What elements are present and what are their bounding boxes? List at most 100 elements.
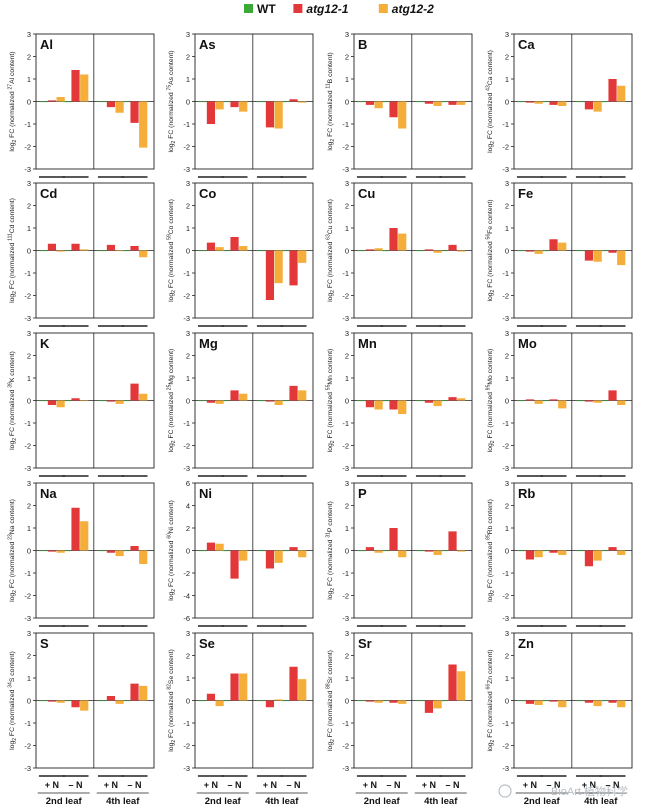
bar-atg12-1-2: [265, 550, 275, 569]
bar-wt-3: [280, 101, 289, 103]
bar-atg12-1-3: [608, 390, 617, 401]
y-tick-label: -2: [183, 292, 190, 301]
y-tick-label: -1: [502, 719, 509, 728]
panel-title: Ni: [199, 486, 212, 501]
y-tick-label: 0: [27, 697, 31, 706]
y-tick-label: 2: [505, 202, 509, 211]
bar-atg12-1-2: [584, 101, 594, 110]
bar-atg12-1-2: [584, 700, 594, 703]
bar-atg12-1-3: [130, 101, 139, 123]
bar-wt-1: [380, 101, 389, 103]
bar-atg12-1-3: [608, 547, 617, 551]
bar-atg12-1-0: [47, 550, 57, 552]
y-tick-label: -2: [342, 442, 349, 451]
bar-atg12-1-0: [47, 100, 57, 102]
bar-atg12-2-2: [593, 250, 602, 262]
bar-atg12-2-0: [215, 400, 224, 404]
bar-atg12-2-0: [374, 550, 383, 553]
y-tick-label: 3: [505, 30, 509, 39]
y-tick-label: -1: [502, 269, 509, 278]
bar-atg12-1-1: [71, 507, 80, 551]
bar-wt-2: [416, 250, 425, 252]
bar-atg12-2-3: [298, 390, 307, 401]
y-tick-label: 0: [505, 547, 509, 556]
bar-wt-1: [380, 400, 389, 402]
y-tick-label: 2: [505, 652, 509, 661]
bar-atg12-1-2: [265, 101, 275, 128]
bar-wt-0: [517, 250, 526, 252]
legend-swatch-1: [293, 4, 303, 13]
bar-atg12-2-1: [558, 700, 567, 708]
bottom-labels-col-1: + N – N + N – N 2nd leaf 4th leaf: [196, 780, 308, 807]
bar-atg12-2-0: [56, 97, 65, 102]
bar-atg12-2-1: [80, 249, 89, 251]
leaf-label: 4th leaf: [584, 796, 618, 807]
y-tick-label: -2: [24, 292, 31, 301]
bar-atg12-2-1: [239, 393, 248, 401]
bar-wt-1: [380, 700, 389, 702]
bar-atg12-1-2: [106, 244, 116, 251]
y-tick-label: 1: [186, 224, 190, 233]
bar-wt-2: [576, 550, 585, 552]
bar-atg12-1-2: [424, 700, 434, 713]
y-tick-label: -2: [342, 742, 349, 751]
panel-fe: -3 -2 -1 0 1 2 3 Fe log2 FC (normalized 56Fe con…: [486, 179, 633, 327]
y-tick-label: -2: [183, 143, 190, 152]
bar-atg12-1-0: [206, 242, 216, 251]
bar-atg12-2-0: [215, 700, 224, 707]
bar-atg12-2-1: [239, 101, 248, 112]
y-tick-label: -3: [342, 314, 349, 323]
bar-atg12-1-0: [365, 547, 375, 551]
y-tick-label: -1: [502, 419, 509, 428]
treatment-label: – N: [547, 780, 561, 790]
bar-atg12-1-1: [71, 243, 80, 251]
treatment-label: – N: [287, 780, 301, 790]
panel-se: -3 -2 -1 0 1 2 3 Se log2 FC (normalized 82Se con…: [167, 629, 314, 777]
bar-wt-2: [98, 250, 107, 252]
leaf-label: 2nd leaf: [524, 796, 561, 807]
y-tick-label: -2: [502, 742, 509, 751]
y-tick-label: -3: [24, 614, 31, 623]
y-axis-label: log2 FC (normalized 85Rb content): [486, 499, 497, 602]
y-tick-label: 1: [186, 75, 190, 84]
y-tick-label: 1: [345, 374, 349, 383]
bar-wt-1: [221, 550, 230, 552]
bar-atg12-1-2: [424, 400, 434, 403]
y-axis-label: log2 FC (normalized 27Al content): [8, 51, 19, 151]
bar-atg12-2-2: [433, 550, 442, 555]
bar-atg12-2-3: [139, 393, 148, 401]
bar-atg12-2-1: [80, 400, 89, 402]
bar-atg12-2-0: [215, 543, 224, 551]
bar-wt-2: [576, 101, 585, 103]
bar-atg12-1-0: [206, 542, 216, 551]
bar-wt-3: [599, 400, 608, 402]
y-tick-label: 1: [27, 674, 31, 683]
bar-atg12-1-1: [71, 700, 80, 708]
bar-atg12-2-2: [593, 700, 602, 707]
y-tick-label: 1: [27, 374, 31, 383]
y-tick-label: -1: [342, 269, 349, 278]
bar-atg12-1-0: [47, 400, 57, 405]
bar-wt-2: [98, 101, 107, 103]
bar-atg12-2-3: [139, 250, 148, 258]
panel-cu: -3 -2 -1 0 1 2 3 Cu log2 FC (normalized 63Cu con…: [326, 179, 473, 327]
y-tick-label: 0: [186, 247, 190, 256]
bar-atg12-1-0: [365, 700, 375, 702]
panel-title: Zn: [518, 636, 534, 651]
bottom-labels-col-3: + N – N + N – N 2nd leaf 4th leaf: [515, 780, 627, 807]
panel-mo: -3 -2 -1 0 1 2 3 Mo log2 FC (normalized 95Mo con…: [486, 329, 633, 477]
panel-cd: -3 -2 -1 0 1 2 3 Cd log2 FC (normalized 111Cd co…: [8, 179, 155, 327]
y-tick-label: 2: [27, 652, 31, 661]
bar-wt-1: [380, 250, 389, 252]
y-tick-label: -3: [183, 764, 190, 773]
treatment-label: + N: [422, 780, 436, 790]
y-axis-label: log2 FC (normalized 88Sr content): [326, 650, 337, 751]
treatment-label: + N: [104, 780, 118, 790]
bar-wt-2: [576, 250, 585, 252]
bar-wt-2: [257, 101, 266, 103]
y-axis-label: log2 FC (normalized 66Zn content): [486, 649, 497, 751]
bar-atg12-2-0: [56, 400, 65, 408]
bar-atg12-1-0: [206, 693, 216, 701]
bar-atg12-2-3: [298, 679, 307, 701]
